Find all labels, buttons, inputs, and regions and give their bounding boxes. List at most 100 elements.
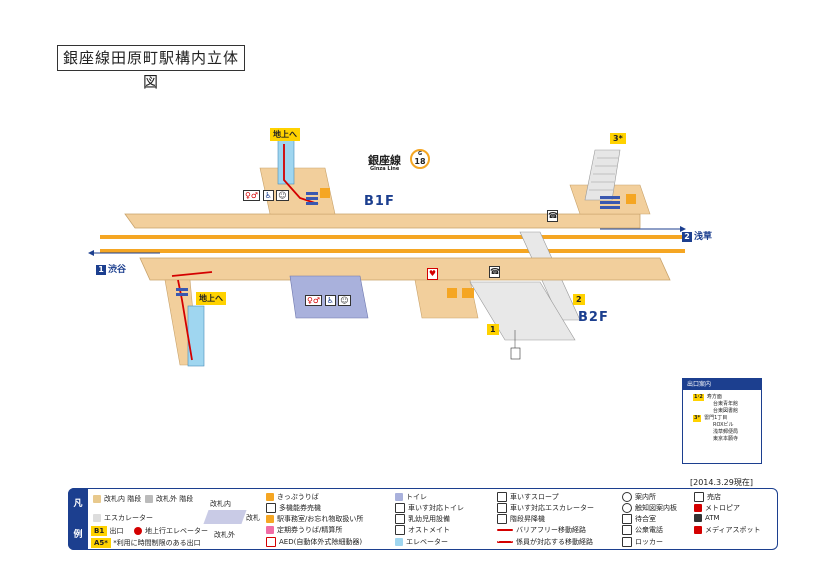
exit-3-tag: 3*	[610, 133, 626, 144]
baby-icon: ☺	[338, 295, 351, 306]
legend-ostomate: オストメイト	[395, 525, 450, 535]
legend-gate-label: 改札	[246, 514, 260, 522]
elevator-icon	[395, 538, 403, 546]
legend-exit: B1 出口	[91, 526, 123, 536]
b2f-elevator-shaft	[187, 305, 205, 367]
track-upper	[100, 235, 685, 239]
track-lower	[100, 249, 685, 253]
office-icon	[266, 515, 274, 523]
exit-guide-heading: 出口案内	[683, 379, 761, 390]
atm-icon	[694, 514, 702, 522]
floor-b1f-label: B1F	[364, 194, 395, 209]
ground-elevator-icon	[134, 527, 142, 535]
gate-icon	[203, 510, 247, 524]
legend-machine: 多機能券売機	[266, 503, 321, 513]
exit-row-line: 東京本願寺	[713, 436, 739, 442]
escalator-b1f	[306, 192, 318, 205]
legend-waiting-room: 待合室	[622, 514, 656, 524]
exit-1-tag: 1	[487, 324, 499, 335]
date-label: [2014.3.29現在]	[690, 478, 753, 487]
legend-stair-lift: 階段昇降機	[497, 514, 545, 524]
line-badge: G 18	[410, 149, 430, 169]
escalator-b2f-left	[176, 288, 188, 296]
accessible-toilet-icon: ♿	[324, 295, 336, 306]
legend-time-limited: A5* *利用に時間制限のある出口	[91, 538, 201, 548]
legend-tab-char: 凡	[73, 499, 83, 509]
escalator-icon	[93, 514, 101, 522]
toilet-icon: ♀♂	[305, 295, 323, 306]
exit-row: 1·2 寿方面	[693, 394, 722, 401]
line-number: 18	[414, 157, 426, 166]
escalator-b1f-right	[600, 196, 620, 209]
legend-tactile-map: 触知図案内板	[622, 503, 677, 513]
legend-atm: ATM	[694, 514, 720, 522]
exit-row-line: ROXビル	[713, 422, 734, 428]
legend-staff-route: 係員が対応する移動経路	[497, 537, 593, 547]
staff-route-icon	[497, 541, 513, 543]
legend-office: 駅事務室/お忘れ物取扱い所	[266, 514, 363, 524]
legend-aed: AED(自動体外式除細動器)	[266, 537, 362, 547]
b1f-concourse	[124, 213, 641, 229]
exit-row-line: 台東青年館	[713, 401, 739, 407]
line-name: 銀座線	[368, 154, 401, 167]
exit-guide-body: 1·2 寿方面 台東青年館 台東図書館 3* 雷門1丁目 ROXビル 浅草郵便局 東…	[683, 390, 761, 443]
direction-east: 2 浅草	[682, 224, 712, 243]
b1f-facility-icons: ♀♂ ♿ ☺	[243, 190, 289, 201]
floor-b2f-label: B2F	[578, 310, 609, 325]
legend-stairs-outside: 改札外 階段	[145, 494, 193, 504]
wheelchair-escalator-icon	[497, 503, 507, 513]
phone-icon: ☎	[547, 210, 558, 222]
legend-toilet: トイレ	[395, 492, 427, 502]
direction-west: 1 渋谷	[96, 257, 126, 276]
baby-icon: ☺	[276, 190, 289, 201]
ticket-icon	[266, 493, 274, 501]
legend-metropia: メトロピア	[694, 503, 740, 513]
phone-icon: ☎	[489, 266, 500, 278]
gate-marks	[320, 188, 636, 298]
aed-icon: ♥	[427, 268, 438, 280]
line-code: G	[417, 151, 423, 157]
barrier-free-route-bottom	[177, 279, 193, 361]
phone-icon	[622, 525, 632, 535]
legend-phone: 公衆電話	[622, 525, 663, 535]
accessible-toilet-icon	[395, 503, 405, 513]
exit-row-line: 台東図書館	[713, 408, 739, 414]
legend-accessible-toilet: 車いす対応トイレ	[395, 503, 464, 513]
accessible-toilet-icon: ♿	[262, 190, 274, 201]
legend-escalator: エスカレーター	[93, 513, 153, 523]
b2f-platform	[139, 257, 671, 281]
direction-west-label: 渋谷	[108, 265, 127, 275]
barrier-free-route-top	[283, 144, 319, 205]
legend-ground-elevator: 地上行エレベーター	[134, 526, 208, 536]
ostomate-icon	[395, 525, 405, 535]
legend-stairs-inside: 改札内 階段	[93, 494, 141, 504]
stairs-inside-icon	[93, 495, 101, 503]
exit-row: 3* 雷門1丁目	[693, 415, 728, 422]
legend-gate-inside: 改札内	[210, 500, 231, 508]
direction-east-number: 2	[682, 232, 692, 242]
exit-2-tag: 2	[573, 294, 585, 305]
slope-icon	[497, 492, 507, 502]
barrier-free-route-icon	[497, 529, 513, 531]
legend-slope: 車いすスロープ	[497, 492, 559, 502]
pass-icon	[266, 526, 274, 534]
legend-shop: 売店	[694, 492, 721, 502]
toilet-icon: ♀♂	[243, 190, 261, 201]
legend-info: 案内所	[622, 492, 656, 502]
baby-icon	[395, 514, 405, 524]
legend-baby: 乳幼児用設備	[395, 514, 450, 524]
stairs-outside-icon	[145, 495, 153, 503]
tactile-map-icon	[510, 347, 521, 360]
legend-wheelchair-escalator: 車いす対応エスカレーター	[497, 503, 594, 513]
legend-tab-char: 例	[73, 530, 83, 540]
direction-west-number: 1	[96, 265, 106, 275]
aed-icon	[266, 537, 276, 547]
toilet-icon	[395, 493, 403, 501]
legend-pass: 定期券うりば/精算所	[266, 525, 342, 535]
page-title: 銀座線田原町駅構内立体図	[57, 45, 245, 91]
b2f-toilet-icons: ♀♂ ♿ ☺	[305, 295, 351, 306]
legend-ticket: きっぷうりば	[266, 492, 319, 502]
exit3-stairs	[584, 149, 621, 201]
waiting-room-icon	[622, 514, 632, 524]
exit-row-line: 浅草郵便局	[713, 429, 739, 435]
